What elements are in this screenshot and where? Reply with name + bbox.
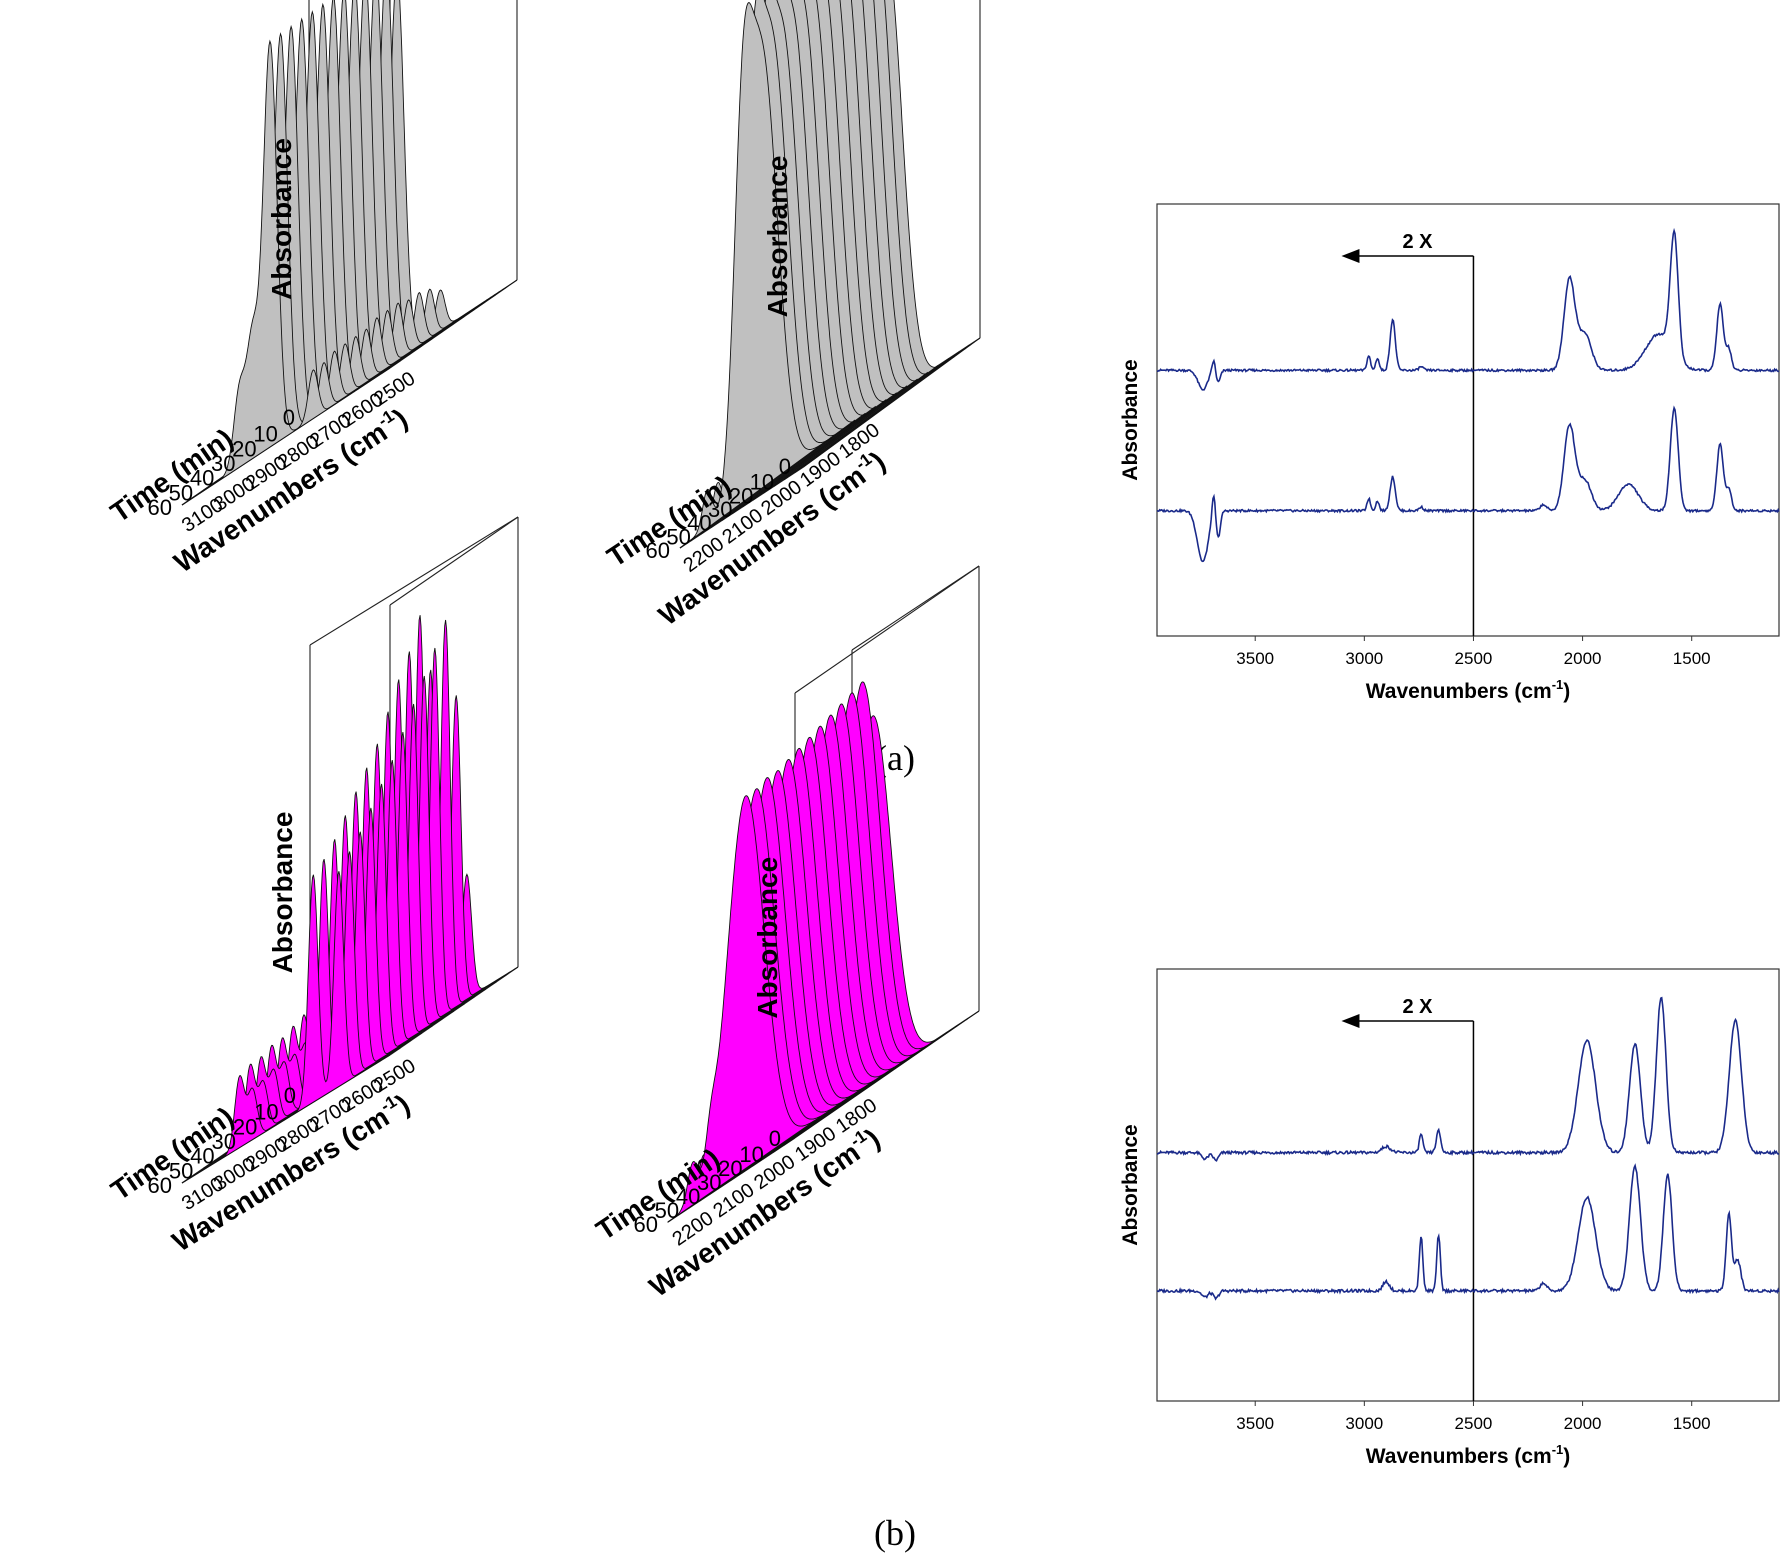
z-tick-label: 0 bbox=[283, 405, 295, 430]
x-tick-1500: 1500 bbox=[1673, 1414, 1711, 1433]
time-tick-20: 20 bbox=[232, 436, 256, 461]
plot-frame bbox=[1156, 203, 1780, 637]
x-tick-3500: 3500 bbox=[1236, 649, 1274, 668]
time-tick-40: 40 bbox=[190, 466, 214, 491]
y-axis-label: Absorbance bbox=[762, 156, 793, 318]
box-edge-back-top bbox=[794, 565, 980, 694]
time-tick-30: 30 bbox=[212, 1129, 236, 1154]
time-tick-10: 10 bbox=[254, 1100, 278, 1125]
time-tick-30: 30 bbox=[708, 497, 732, 522]
x-tick-2500: 2500 bbox=[1455, 649, 1493, 668]
box-edge-top-right bbox=[851, 565, 980, 651]
time-tick-30: 30 bbox=[211, 451, 235, 476]
x-tick-2500: 2500 bbox=[1455, 1414, 1493, 1433]
spectrum-slice-12 bbox=[679, 2, 856, 549]
time-tick-50: 50 bbox=[169, 480, 193, 505]
z-tick-label: 0 bbox=[284, 1083, 296, 1108]
z-tick-label: 0 bbox=[769, 1126, 781, 1151]
spectrum-slice-12 bbox=[181, 39, 391, 506]
time-tick-60: 60 bbox=[148, 495, 172, 520]
time-tick-30: 30 bbox=[697, 1170, 721, 1195]
spectrum-line-lower bbox=[1156, 405, 1780, 563]
time-tick-20: 20 bbox=[729, 483, 753, 508]
x-axis-label: Wavenumbers (cm-1) bbox=[1366, 677, 1571, 703]
y-axis-label: Absorbance bbox=[752, 857, 783, 1019]
spectrum-line-lower bbox=[1156, 1163, 1780, 1301]
time-tick-10: 10 bbox=[739, 1142, 763, 1167]
chart-a3-spectra: 3500 3000 2500 2000 1500 Wavenumbers (cm-1) Ab… bbox=[1119, 203, 1780, 703]
y-axis-label: Absorbance bbox=[1119, 1124, 1142, 1245]
annotation-2x: 2 X bbox=[1402, 996, 1433, 1018]
arrow-head bbox=[1341, 249, 1360, 263]
time-tick-20: 20 bbox=[233, 1114, 257, 1139]
time-tick-50: 50 bbox=[169, 1158, 193, 1183]
spectrum-line-upper bbox=[1156, 996, 1780, 1162]
time-tick-50: 50 bbox=[655, 1198, 679, 1223]
time-tick-60: 60 bbox=[646, 538, 670, 563]
x-tick-3000: 3000 bbox=[1345, 1414, 1383, 1433]
time-tick-40: 40 bbox=[687, 511, 711, 536]
time-tick-10: 10 bbox=[253, 422, 277, 447]
spectrum-slice-12 bbox=[667, 795, 853, 1223]
time-tick-40: 40 bbox=[190, 1144, 214, 1169]
y-axis-label: Absorbance bbox=[267, 812, 298, 974]
annotation-2x: 2 X bbox=[1402, 231, 1433, 253]
chart-b3-spectra: 3500 3000 2500 2000 1500 Wavenumbers (cm-1) Ab… bbox=[1119, 968, 1780, 1468]
spectrum-line-upper bbox=[1156, 227, 1780, 391]
time-tick-40: 40 bbox=[676, 1184, 700, 1209]
box-edge-back-top bbox=[309, 516, 519, 646]
x-tick-1500: 1500 bbox=[1673, 649, 1711, 668]
time-tick-60: 60 bbox=[148, 1173, 172, 1198]
time-tick-20: 20 bbox=[718, 1156, 742, 1181]
x-tick-2000: 2000 bbox=[1564, 649, 1602, 668]
z-tick-label: 0 bbox=[779, 454, 791, 479]
x-tick-3500: 3500 bbox=[1236, 1414, 1274, 1433]
arrow-head bbox=[1341, 1014, 1360, 1028]
spectrum-slice-12 bbox=[181, 871, 391, 1184]
time-tick-50: 50 bbox=[666, 524, 690, 549]
x-axis-label: Wavenumbers (cm-1) bbox=[1366, 1442, 1571, 1468]
time-tick-60: 60 bbox=[634, 1212, 658, 1237]
plot-frame bbox=[1156, 968, 1780, 1402]
time-tick-10: 10 bbox=[750, 470, 774, 495]
y-axis-label: Absorbance bbox=[266, 138, 297, 300]
x-tick-3000: 3000 bbox=[1345, 649, 1383, 668]
y-axis-label: Absorbance bbox=[1119, 359, 1142, 480]
caption-b: (b) bbox=[874, 1513, 916, 1553]
x-tick-2000: 2000 bbox=[1564, 1414, 1602, 1433]
box-edge-top-right bbox=[389, 516, 519, 606]
